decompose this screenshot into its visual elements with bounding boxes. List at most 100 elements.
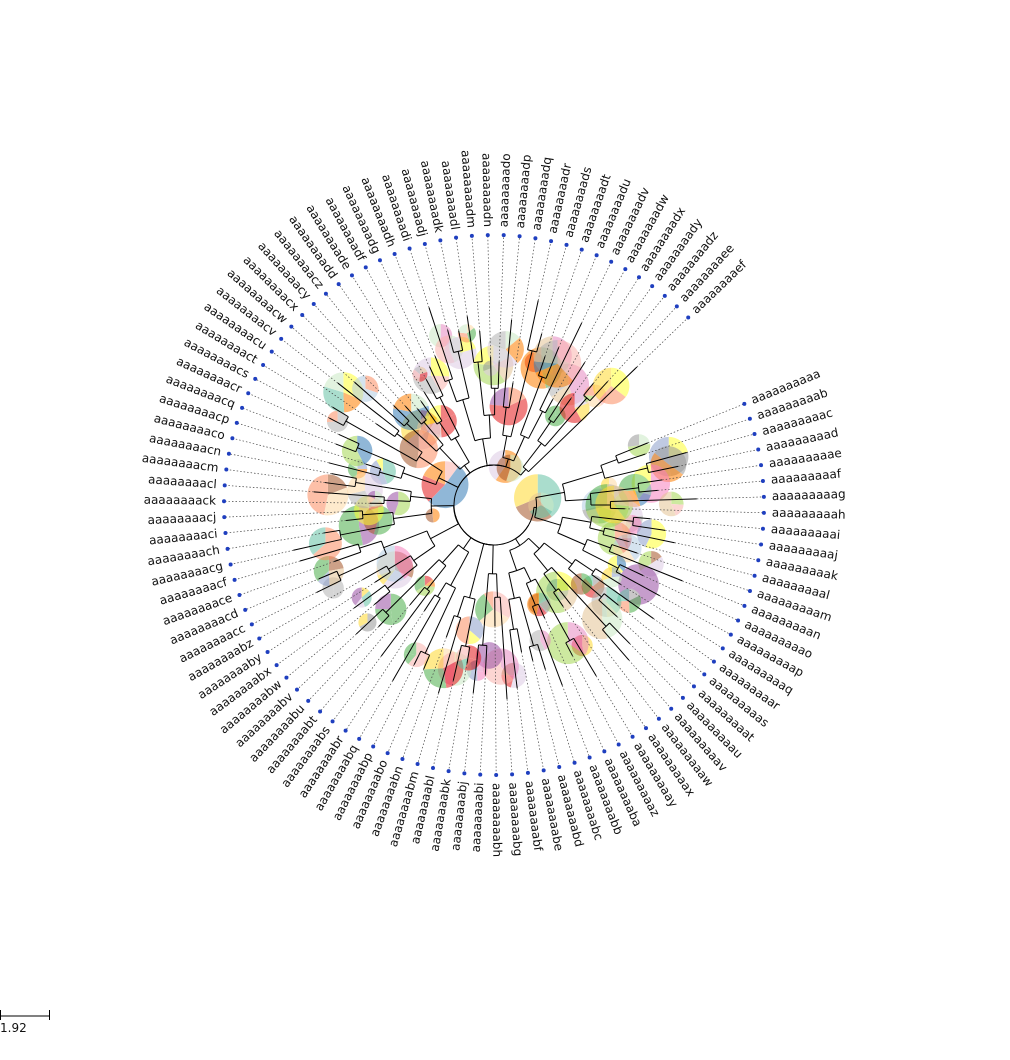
branch-arc (421, 419, 427, 425)
branch (346, 518, 364, 521)
pie-slice (654, 446, 669, 465)
pie-slice (621, 534, 628, 549)
branch (375, 423, 396, 437)
branch (362, 512, 393, 516)
pie-slice (424, 579, 435, 587)
leaf-tip-dot (594, 253, 599, 258)
leaf-tip-dot (257, 636, 262, 641)
pie-slice (357, 435, 373, 465)
branch (437, 582, 447, 597)
pie-slice (508, 387, 526, 407)
pie-slice (317, 571, 330, 587)
leaf-guide (650, 518, 763, 530)
branch (637, 479, 663, 485)
branch (299, 543, 359, 562)
leaf-tip-dot (630, 734, 635, 739)
branch (544, 397, 588, 447)
leaf-labels: aaaaaaaaaaaaaaaaaaabaaaaaaaaacaaaaaaaaad… (141, 149, 846, 857)
branch-arc (463, 524, 529, 546)
branch (426, 565, 447, 590)
branch (357, 447, 405, 469)
pie-marker (412, 366, 428, 382)
leaf-tip-dot (691, 684, 696, 689)
leaf-tip-dot (222, 515, 227, 520)
leaf-guide (629, 643, 684, 699)
leaf-guides (224, 235, 764, 775)
leaf-tip-dot (243, 607, 248, 612)
leaf-tip-dot (669, 706, 674, 711)
leaf-label: aaaaaaaabg (506, 782, 525, 857)
leaf-tip-dot (643, 726, 648, 731)
branch-arc (615, 455, 619, 464)
leaf-tip-dot (422, 242, 427, 247)
leaf-tip-dot (761, 510, 766, 515)
leaf-guide (227, 532, 324, 550)
leaf-tip-dot (752, 432, 757, 437)
branch (384, 499, 411, 502)
branch (515, 538, 521, 546)
pie-slice (367, 490, 375, 499)
branch (405, 405, 422, 425)
branch (505, 458, 509, 467)
pie-slice (430, 357, 450, 377)
branch-arc (394, 430, 400, 437)
leaf-guide (682, 580, 745, 607)
leaf-guide (225, 520, 347, 534)
pie-slice (489, 387, 509, 407)
leaf-tip-dot (249, 622, 254, 627)
branch (509, 550, 518, 571)
pie-slice (500, 648, 519, 680)
leaf-tip-dot (680, 695, 685, 700)
branch-arc (355, 443, 360, 452)
leaf-guide (537, 241, 552, 301)
branch (331, 473, 357, 479)
leaf-tip-dot (323, 291, 328, 296)
branch (609, 622, 631, 645)
branch (600, 458, 618, 466)
branch-arc (615, 564, 621, 573)
leaf-guide (572, 655, 619, 745)
leaf-guide (325, 293, 418, 410)
branch (424, 587, 456, 654)
branch (610, 498, 697, 503)
branch (477, 362, 485, 416)
branch (434, 355, 446, 382)
leaf-tip-dot (279, 336, 284, 341)
branch (413, 545, 436, 561)
branch-arc (436, 395, 444, 400)
branch (632, 525, 666, 531)
branch (520, 468, 527, 476)
leaf-guide (255, 378, 330, 419)
leaf-tip-dot (510, 772, 515, 777)
leaf-guide (487, 235, 491, 357)
pie-marker (358, 613, 377, 632)
leaf-tip-dot (225, 546, 230, 551)
branch-arc (453, 464, 501, 546)
leaf-tip-dot (736, 618, 741, 623)
branch (387, 564, 418, 589)
leaf-tip-dot (650, 284, 655, 289)
leaf-tip-dot (728, 632, 733, 637)
pie-slice (351, 587, 362, 606)
leaf-guide (424, 243, 449, 331)
branch (418, 456, 443, 472)
pie-marker (352, 375, 379, 402)
pie-marker (423, 648, 464, 689)
pie-marker (636, 519, 667, 549)
branch-arc (434, 594, 441, 599)
pie-slice (347, 463, 358, 479)
branch (334, 551, 362, 562)
leaf-guide (686, 433, 755, 453)
leaf-tip-dot (525, 770, 530, 775)
pie-slice (414, 366, 420, 375)
branch (565, 642, 573, 657)
leaf-guide (464, 692, 474, 774)
branch (646, 452, 687, 464)
pie-slice (445, 461, 459, 485)
pie-slice (443, 658, 464, 688)
pie-slice (408, 642, 429, 668)
pie-marker (341, 435, 373, 467)
leaf-guide (379, 260, 430, 368)
pie-slice (425, 508, 434, 523)
pie-slice (365, 375, 379, 393)
